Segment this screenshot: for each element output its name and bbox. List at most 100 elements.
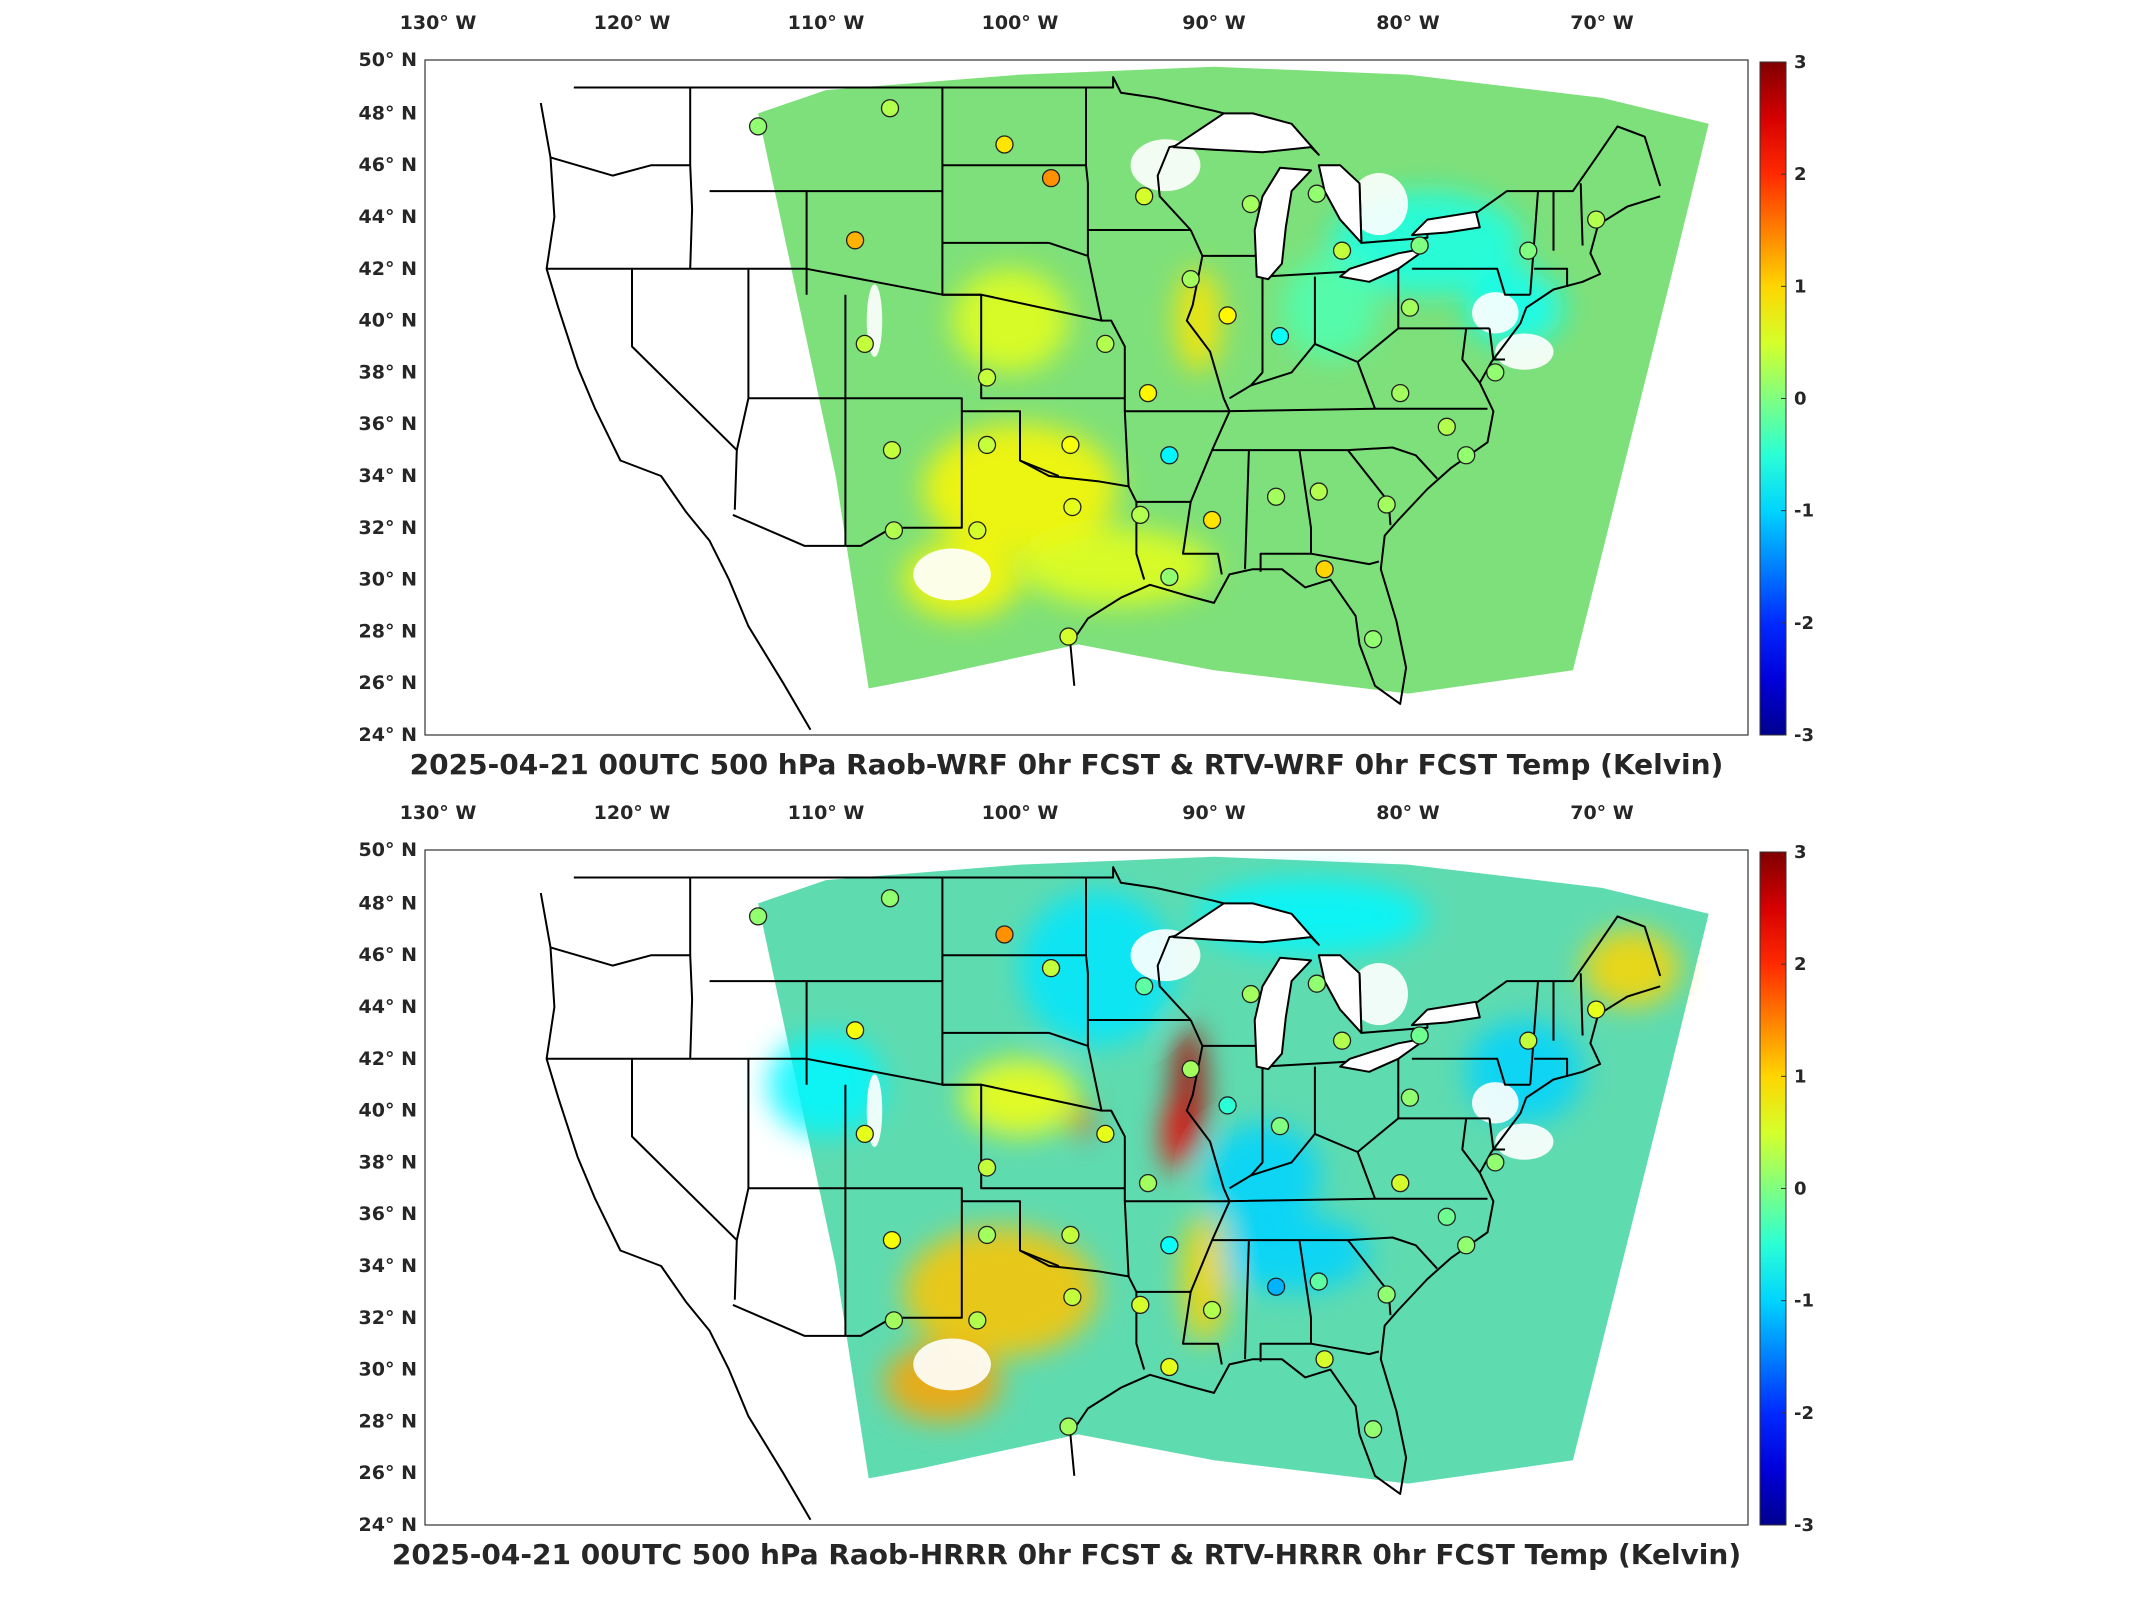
raob-station-marker <box>1061 1225 1080 1245</box>
great-lake <box>1172 902 1320 946</box>
latitude-label: 48° N <box>359 102 417 124</box>
state-boundary <box>709 190 808 295</box>
state-boundary <box>1124 407 1488 413</box>
raob-station-marker <box>882 440 902 460</box>
anomaly-region <box>767 1032 885 1137</box>
state-boundary <box>942 241 1130 487</box>
raob-station-marker <box>1410 1026 1429 1045</box>
missing-data-area <box>1130 929 1201 982</box>
missing-data-area <box>1495 1123 1554 1160</box>
raob-station-marker <box>1486 363 1505 382</box>
state-boundary <box>1579 183 1584 246</box>
raob-station-marker <box>995 135 1014 154</box>
raob-station-marker <box>748 117 768 136</box>
raob-station-marker <box>1160 1357 1179 1377</box>
latitude-label: 44° N <box>359 996 417 1018</box>
raob-station-marker <box>1437 1207 1456 1226</box>
state-boundary <box>1461 1118 1481 1174</box>
colorbar-tick-label: 3 <box>1794 842 1807 863</box>
anomaly-region <box>923 424 1117 554</box>
latitude-label: 40° N <box>359 310 417 332</box>
state-boundary <box>689 877 694 1059</box>
latitude-label: 48° N <box>359 892 417 914</box>
raob-station-marker <box>1270 326 1290 346</box>
state-boundary <box>1262 1057 1490 1120</box>
state-boundary <box>1356 1117 1399 1153</box>
raob-station-marker <box>1218 306 1237 325</box>
state-boundary <box>1461 328 1481 384</box>
state-boundary <box>1124 1197 1488 1203</box>
anomaly-region <box>961 1058 1079 1137</box>
state-boundary <box>1262 267 1490 330</box>
raob-station-marker <box>1266 1277 1286 1296</box>
latitude-label: 30° N <box>359 1359 417 1381</box>
state-boundary <box>1228 1064 1264 1190</box>
longitude-label: 80° W <box>1376 802 1440 824</box>
longitude-label: 110° W <box>788 802 865 824</box>
latitude-label: 42° N <box>359 258 417 280</box>
raob-station-marker <box>1181 270 1200 289</box>
latitude-label: 32° N <box>359 1307 417 1329</box>
raob-station-marker <box>1332 241 1352 260</box>
raob-station-marker <box>1096 1124 1115 1144</box>
raob-station-marker <box>1131 505 1150 524</box>
latitude-label: 38° N <box>359 361 417 383</box>
raob-station-marker <box>855 334 874 354</box>
longitude-label: 70° W <box>1570 802 1634 824</box>
colorbar-tick-label: 0 <box>1794 389 1807 410</box>
raob-station-marker <box>1391 1173 1410 1193</box>
atlantic-gulf-coastline <box>1069 985 1661 1495</box>
raob-station-marker <box>1218 1096 1237 1115</box>
raob-station-marker <box>1096 334 1115 354</box>
latitude-label: 28° N <box>359 1410 417 1432</box>
great-lake <box>1172 112 1320 156</box>
raob-station-marker <box>1041 168 1061 188</box>
latitude-label: 36° N <box>359 413 417 435</box>
colorbar-tick-label: 1 <box>1794 276 1807 297</box>
panel-wrf: 130° W 120° W 110° W 100° W 90° W 80° W 70° W 5… <box>359 12 1814 781</box>
map-wrf: 130° W 120° W 110° W 100° W 90° W 80° W 70° W 5… <box>359 12 1814 746</box>
great-lake <box>1253 166 1312 281</box>
state-boundary <box>806 980 1125 1190</box>
longitude-label: 100° W <box>982 12 1059 34</box>
raob-station-marker <box>1457 1236 1476 1255</box>
missing-data-area <box>1495 333 1554 370</box>
latitude-label: 32° N <box>359 517 417 539</box>
state-boundary <box>1182 1019 1231 1365</box>
raob-station-marker <box>1307 184 1326 203</box>
raob-station-marker <box>1400 1088 1420 1107</box>
longitude-label: 90° W <box>1182 802 1246 824</box>
anomaly-region <box>903 1227 1098 1357</box>
boundary-lines <box>539 866 1662 1521</box>
state-boundary <box>631 1058 738 1300</box>
longitude-label: 120° W <box>594 802 671 824</box>
latitude-label: 50° N <box>359 49 417 71</box>
anomaly-region <box>1214 1214 1370 1292</box>
latitude-label: 40° N <box>359 1100 417 1122</box>
state-boundary <box>631 268 738 510</box>
raob-station-marker <box>1400 298 1420 317</box>
raob-station-marker <box>1059 1417 1078 1436</box>
raob-station-marker <box>1160 567 1179 587</box>
anomaly-region <box>1175 268 1222 373</box>
raob-station-marker <box>1135 977 1154 996</box>
raob-station-marker <box>1437 417 1456 436</box>
state-boundary <box>1244 450 1250 570</box>
atlantic-gulf-coastline <box>1069 195 1661 705</box>
raob-station-marker <box>880 99 900 118</box>
anomaly-region <box>1020 890 1176 1046</box>
raob-station-marker <box>1059 627 1078 646</box>
latitude-label: 36° N <box>359 1203 417 1225</box>
raob-station-marker <box>1486 1153 1505 1172</box>
state-boundary <box>806 190 1125 400</box>
raob-station-marker <box>1457 446 1476 465</box>
raob-station-marker <box>748 907 768 926</box>
raob-station-marker <box>1307 974 1326 993</box>
colorbar-tick-label: 0 <box>1794 1179 1807 1200</box>
raob-station-marker <box>845 231 865 250</box>
longitude-label: 70° W <box>1570 12 1634 34</box>
map-frame <box>424 849 1749 1526</box>
raob-station-marker <box>968 521 987 540</box>
longitude-label: 130° W <box>400 12 477 34</box>
raob-station-marker <box>1309 482 1328 501</box>
